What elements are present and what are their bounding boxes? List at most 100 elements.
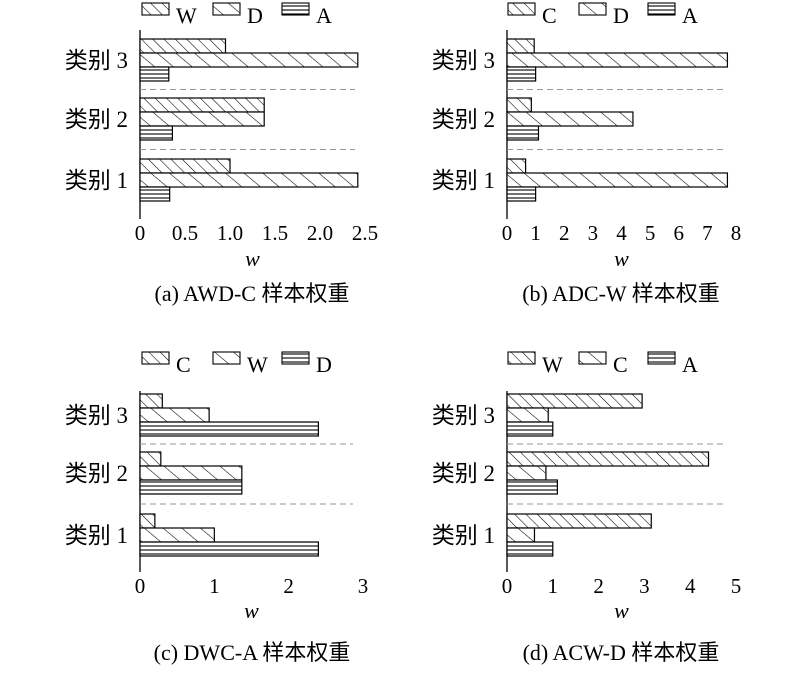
bar-C-cat1 [506,527,536,543]
bar-A-cat1 [506,186,537,202]
x-tick-label: 2 [283,574,294,598]
legend-label: W [247,352,268,377]
bar-D-cat2 [139,111,265,127]
bar-D-cat3 [139,52,359,68]
x-tick-label: 4 [685,574,696,598]
x-tick-label: 0 [502,574,513,598]
bar-D-cat1 [139,541,319,557]
bar-A-cat2 [139,125,174,141]
bar-D-cat1 [139,172,359,188]
bar-C-cat1 [506,158,527,174]
category-label: 类别 1 [65,523,128,548]
x-tick-label: 2 [593,574,604,598]
x-tick-label: 8 [731,221,742,245]
x-tick-label: 3 [358,574,369,598]
bar-C-cat3 [139,393,163,409]
category-label: 类别 2 [432,107,495,132]
x-tick-label: 1 [530,221,541,245]
x-tick-label: 2.0 [307,221,333,245]
x-tick-label: 1 [548,574,559,598]
panel-caption: (d) ACW-D 样本权重 [523,640,720,665]
bar-W-cat1 [139,527,215,543]
category-label: 类别 1 [432,523,495,548]
bar-W-cat3 [139,38,227,54]
category-label: 类别 3 [432,48,495,73]
legend-label: D [247,3,263,28]
bar-W-cat1 [506,513,652,529]
bar-C-cat2 [506,97,532,113]
x-tick-label: 0 [135,574,146,598]
bar-A-cat2 [506,479,558,495]
category-label: 类别 3 [65,403,128,428]
category-label: 类别 3 [432,403,495,428]
x-axis-title: w [245,246,260,271]
legend-swatch [507,351,536,365]
bar-W-cat3 [506,393,643,409]
bar-C-cat2 [139,451,162,467]
legend-label: W [542,352,563,377]
bar-A-cat3 [506,66,537,82]
panel-a: 类别 1 类别 2 类别 3 0 0.5 1.0 1.5 2.0 2.5 w (a) AWD-C 样… [65,2,378,306]
panel-c: 类别 1 类别 2 类别 3 0 1 2 3 w (c) DWC-A 样本权重 C W D [65,351,369,665]
bar-W-cat2 [139,465,243,481]
bar-D-cat2 [506,111,634,127]
panel-caption: (a) AWD-C 样本权重 [155,281,350,306]
bar-D-cat3 [139,421,319,437]
legend-swatch [141,351,170,365]
legend-label: D [613,3,629,28]
bar-W-cat1 [139,158,231,174]
legend-label: C [613,352,628,377]
bar-D-cat2 [139,479,243,495]
panel-caption: (c) DWC-A 样本权重 [154,640,351,665]
legend-swatch [212,351,241,365]
legend-swatch [212,2,241,16]
x-tick-label: 6 [674,221,685,245]
x-tick-label: 4 [616,221,627,245]
legend-swatch [647,351,676,365]
bar-A-cat1 [139,186,171,202]
category-label: 类别 2 [65,107,128,132]
bar-C-cat2 [506,465,547,481]
x-tick-label: 0 [502,221,513,245]
panel-caption: (b) ADC-W 样本权重 [522,281,720,306]
category-label: 类别 1 [432,168,495,193]
bar-W-cat3 [139,407,210,423]
panel-b: 类别 1 类别 2 类别 3 0 1 2 3 4 5 6 7 8 w (b) ADC-W 样本权重 C D A [432,2,742,306]
legend-swatch [578,2,607,16]
x-tick-label: 2.5 [352,221,378,245]
panel-d: 类别 1 类别 2 类别 3 0 1 2 3 4 5 w (d) ACW-D 样本权重 W C A [432,351,742,665]
bar-D-cat3 [506,52,729,68]
x-tick-label: 7 [702,221,713,245]
x-tick-label: 1 [209,574,220,598]
x-tick-label: 5 [645,221,656,245]
bar-A-cat3 [506,421,554,437]
bar-D-cat1 [506,172,729,188]
category-label: 类别 2 [65,461,128,486]
bar-C-cat3 [506,38,535,54]
bar-A-cat2 [506,125,540,141]
legend-label: A [682,3,698,28]
x-tick-label: 0.5 [172,221,198,245]
legend-label: D [316,352,332,377]
x-axis-title: w [614,598,629,623]
x-tick-label: 1.0 [217,221,243,245]
x-tick-label: 5 [731,574,742,598]
bar-A-cat1 [506,541,554,557]
bar-W-cat2 [506,451,710,467]
category-label: 类别 3 [65,48,128,73]
legend-swatch [578,351,607,365]
legend-swatch [647,2,676,16]
legend-label: A [682,352,698,377]
legend-label: W [176,3,197,28]
x-tick-label: 3 [639,574,650,598]
bar-A-cat3 [139,66,170,82]
legend-label: A [316,3,332,28]
legend-swatch [141,2,170,16]
legend-swatch [281,351,310,365]
x-tick-label: 1.5 [262,221,288,245]
category-label: 类别 1 [65,168,128,193]
bar-C-cat1 [139,513,156,529]
x-tick-label: 0 [135,221,146,245]
category-label: 类别 2 [432,461,495,486]
